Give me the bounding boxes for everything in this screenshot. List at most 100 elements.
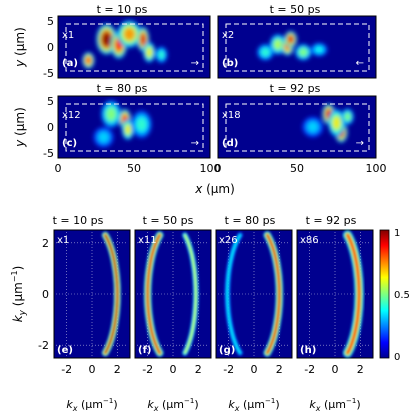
panel-d-label: (d)	[222, 138, 238, 149]
colorbar: 10.50	[379, 228, 410, 363]
y-tick-label: -5	[43, 67, 54, 80]
kx-tick-label: -2	[304, 363, 315, 376]
intensity-blob	[125, 124, 131, 135]
panel-a-title: t = 10 ps	[97, 3, 148, 16]
intensity-blob	[332, 116, 341, 130]
panel-f-title: t = 50 ps	[143, 214, 194, 227]
k-space-arc	[346, 234, 361, 354]
kx-axis-label-g: kx (μm−1)	[228, 397, 279, 413]
intensity-blob	[315, 46, 323, 53]
panel-h-scale: x86	[300, 235, 319, 246]
panel-g-plot	[218, 231, 290, 357]
intensity-blob	[274, 39, 282, 50]
kx-tick-label: 0	[170, 363, 177, 376]
panel-c-region	[65, 103, 204, 152]
panel-a-scale: x1	[62, 30, 74, 41]
kx-tick-label: 0	[332, 363, 339, 376]
intensity-blob	[106, 107, 116, 121]
panel-e-title: t = 10 ps	[53, 214, 104, 227]
panel-f: t = 50 ps x11 (f)	[134, 214, 212, 359]
kx-axis-label-e: kx (μm−1)	[66, 397, 117, 413]
panel-d-title: t = 92 ps	[270, 82, 321, 95]
kx-axis-labels: kx (μm−1) kx (μm−1) kx (μm−1) kx (μm−1)	[66, 397, 360, 413]
panel-f-plot	[137, 231, 209, 357]
panel-f-scale: x11	[138, 235, 157, 246]
colorbar-gradient	[379, 229, 390, 359]
panel-d-scale: x18	[222, 110, 241, 121]
intensity-blob	[308, 122, 318, 132]
panel-e-label: (e)	[57, 345, 73, 356]
panel-f-label: (f)	[138, 345, 152, 356]
ky-tick-label: -2	[38, 339, 49, 352]
kx-tick-label: 0	[251, 363, 258, 376]
panel-d-region	[225, 103, 370, 152]
y-axis-label-c: y (μm)	[13, 107, 27, 148]
intensity-blob	[146, 47, 152, 57]
intensity-blob	[137, 118, 147, 131]
panel-h-plot	[299, 230, 371, 358]
x-tick-label: 50	[127, 162, 141, 175]
colorbar-tick-label: 1	[394, 228, 400, 239]
x-tick-label: 100	[366, 162, 387, 175]
y-tick-label: 0	[47, 41, 54, 54]
panel-c: t = 80 ps x12 (c) →	[57, 82, 211, 159]
panel-b-title: t = 50 ps	[270, 3, 321, 16]
panel-e: t = 10 ps x1 (e)	[53, 214, 131, 359]
ky-axis-label: ky (μm−1)	[10, 266, 28, 323]
panel-c-arrow: →	[191, 138, 199, 149]
kx-tick-label: 2	[276, 363, 283, 376]
kx-tick-label: -2	[142, 363, 153, 376]
k-space-arc	[146, 234, 161, 354]
panel-c-title: t = 80 ps	[97, 82, 148, 95]
panel-a: t = 10 ps x1 (a) →	[57, 3, 211, 79]
panel-a-plot	[82, 20, 168, 69]
k-space-arc	[266, 234, 281, 354]
intensity-blob	[99, 132, 109, 142]
panel-b-region	[225, 23, 370, 72]
k-space-arc	[184, 234, 197, 354]
kx-tick-label: 2	[195, 363, 202, 376]
intensity-blob	[287, 35, 294, 43]
panel-d: t = 92 ps x18 (d) →	[217, 82, 377, 159]
x-tick-label: 100	[200, 162, 221, 175]
intensity-blob	[123, 27, 135, 41]
x-tick-label: 0	[215, 162, 222, 175]
panel-a-label: (a)	[62, 58, 78, 69]
panel-b: t = 50 ps x2 (b) ←	[217, 3, 377, 79]
k-space-arc	[226, 234, 241, 354]
intensity-blob	[85, 56, 92, 65]
panel-g-title: t = 80 ps	[225, 214, 276, 227]
panel-e-scale: x1	[57, 235, 69, 246]
panel-c-plot	[93, 100, 152, 148]
y-tick-label: 0	[47, 121, 54, 134]
panel-c-scale: x12	[62, 110, 81, 121]
panel-a-region	[65, 23, 204, 72]
x-tick-label: 0	[55, 162, 62, 175]
y-tick-label: 5	[47, 15, 54, 28]
intensity-blob	[261, 48, 270, 56]
panel-d-arrow: →	[356, 138, 364, 149]
kx-tick-label: 0	[89, 363, 96, 376]
panel-d-frame	[217, 95, 377, 159]
kx-tick-label: -2	[61, 363, 72, 376]
panel-b-label: (b)	[222, 58, 238, 69]
panel-d-plot	[302, 103, 354, 143]
y-tick-label: 5	[47, 95, 54, 108]
panel-b-scale: x2	[222, 30, 234, 41]
top-x-axis-label: x (μm)	[194, 182, 235, 196]
intensity-blob	[158, 51, 165, 59]
panel-h: t = 92 ps x86 (h)	[296, 214, 374, 359]
panel-e-plot	[56, 231, 128, 357]
top-y-axis-labels: y (μm) y (μm)	[13, 27, 27, 148]
intensity-blob	[344, 113, 351, 121]
panel-b-plot	[256, 30, 328, 61]
kx-tick-label: 2	[114, 363, 121, 376]
colorbar-tick-label: 0.5	[394, 290, 410, 301]
panel-h-label: (h)	[300, 345, 316, 356]
kx-tick-label: -2	[223, 363, 234, 376]
panel-b-arrow: ←	[356, 58, 364, 69]
panel-g: t = 80 ps x26 (g)	[215, 214, 293, 359]
intensity-blob	[299, 48, 308, 56]
